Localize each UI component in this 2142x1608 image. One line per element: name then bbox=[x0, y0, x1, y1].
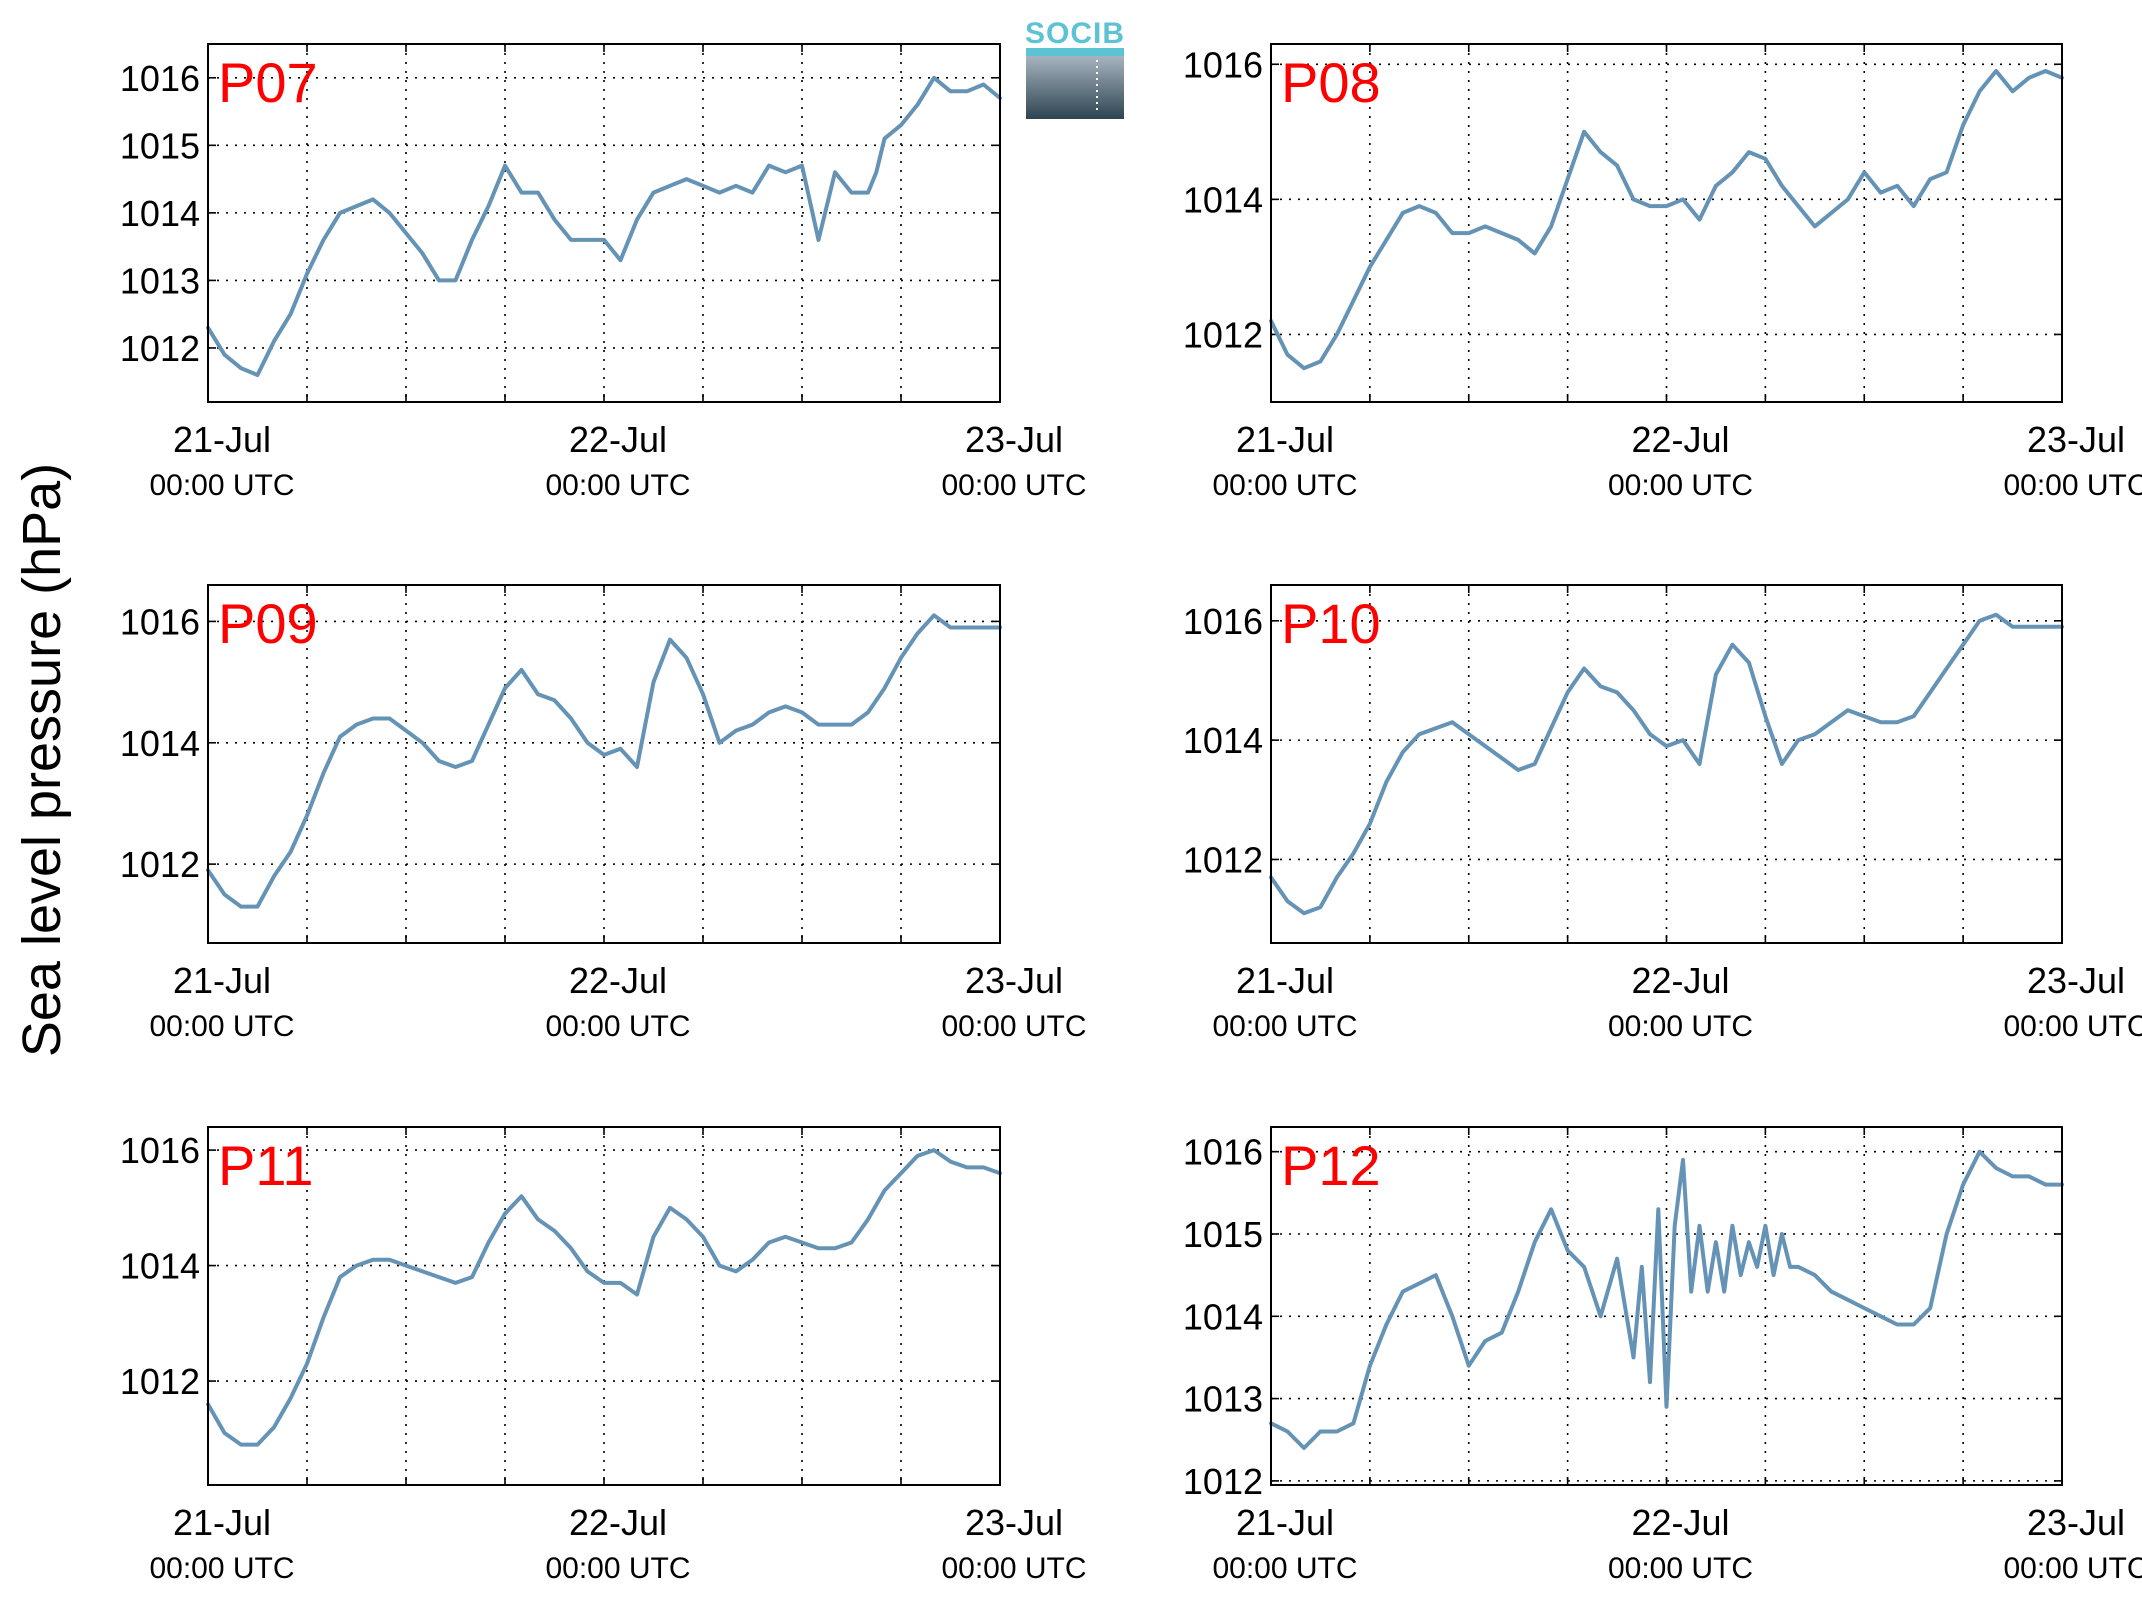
x-tick-label-date: 21-Jul bbox=[1236, 960, 1334, 1001]
x-tick-label-time: 00:00 UTC bbox=[1212, 469, 1357, 502]
y-tick-label: 1014 bbox=[1183, 720, 1263, 761]
x-tick-label-time: 00:00 UTC bbox=[2003, 469, 2142, 502]
y-tick-label: 1016 bbox=[120, 601, 200, 642]
y-tick-label: 1013 bbox=[1183, 1379, 1263, 1420]
x-tick-label-date: 22-Jul bbox=[569, 960, 667, 1001]
y-tick-label: 1012 bbox=[120, 328, 200, 369]
socib-logo-bar bbox=[1026, 48, 1124, 56]
x-tick-label-date: 23-Jul bbox=[2027, 960, 2125, 1001]
x-tick-label-time: 00:00 UTC bbox=[1608, 1552, 1753, 1585]
x-tick-label-date: 23-Jul bbox=[2027, 419, 2125, 460]
x-tick-label-time: 00:00 UTC bbox=[1212, 1010, 1357, 1043]
axes-frame bbox=[1270, 584, 2063, 944]
x-tick-label-time: 00:00 UTC bbox=[545, 1010, 690, 1043]
x-tick-label-time: 00:00 UTC bbox=[2003, 1010, 2142, 1043]
x-tick-label-date: 21-Jul bbox=[173, 1502, 271, 1543]
y-axis-label: Sea level pressure (hPa) bbox=[12, 463, 72, 1057]
x-tick-label-time: 00:00 UTC bbox=[1608, 469, 1753, 502]
x-tick-label-time: 00:00 UTC bbox=[149, 1010, 294, 1043]
x-tick-label-time: 00:00 UTC bbox=[2003, 1552, 2142, 1585]
panel-label: P12 bbox=[1281, 1134, 1381, 1197]
panel-label: P10 bbox=[1281, 592, 1381, 655]
series-line bbox=[1269, 612, 2064, 916]
axes-frame bbox=[207, 43, 1001, 403]
x-tick-label-date: 21-Jul bbox=[1236, 1502, 1334, 1543]
y-tick-label: 1015 bbox=[120, 125, 200, 166]
axes-frame bbox=[1270, 1126, 2063, 1486]
y-tick-label: 1012 bbox=[1183, 314, 1263, 355]
x-tick-label-date: 21-Jul bbox=[173, 960, 271, 1001]
x-tick-label-time: 00:00 UTC bbox=[941, 1010, 1086, 1043]
panel-label: P09 bbox=[218, 592, 318, 655]
panel-p07: 1012 1013 1014 1015 1016 21-Jul 00:00 UTC 22-Ju… bbox=[120, 43, 1087, 502]
socib-logo-text: SOCIB bbox=[1025, 17, 1125, 50]
x-tick-label-time: 00:00 UTC bbox=[1212, 1552, 1357, 1585]
plot-area bbox=[1271, 44, 2062, 402]
x-tick-label-date: 22-Jul bbox=[569, 419, 667, 460]
x-tick-label-date: 23-Jul bbox=[965, 419, 1063, 460]
y-tick-label: 1014 bbox=[120, 193, 200, 234]
x-tick-label-date: 22-Jul bbox=[1631, 419, 1729, 460]
axes-frame bbox=[207, 584, 1001, 944]
y-tick-label: 1016 bbox=[1183, 44, 1263, 85]
axes-frame bbox=[207, 1126, 1001, 1486]
panel-label: P11 bbox=[218, 1134, 313, 1197]
x-tick-label-date: 23-Jul bbox=[965, 1502, 1063, 1543]
y-tick-label: 1012 bbox=[1183, 1461, 1263, 1502]
y-tick-label: 1014 bbox=[1183, 179, 1263, 220]
series-line bbox=[206, 1148, 1002, 1447]
panel-p12: 1012 1013 1014 1015 1016 21-Jul 00:00 UTC 22-Ju… bbox=[1183, 1126, 2142, 1585]
y-tick-label: 1015 bbox=[1183, 1214, 1263, 1255]
x-tick-label-time: 00:00 UTC bbox=[149, 1552, 294, 1585]
panel-p10: 1012 1014 1016 21-Jul 00:00 UTC 22-Jul 00:00 U… bbox=[1183, 584, 2142, 1043]
x-tick-label-date: 22-Jul bbox=[1631, 960, 1729, 1001]
x-tick-label-time: 00:00 UTC bbox=[1608, 1010, 1753, 1043]
x-tick-label-date: 23-Jul bbox=[2027, 1502, 2125, 1543]
plot-area bbox=[1271, 1127, 2062, 1485]
x-tick-label-time: 00:00 UTC bbox=[149, 469, 294, 502]
x-tick-label-date: 22-Jul bbox=[1631, 1502, 1729, 1543]
y-tick-label: 1014 bbox=[1183, 1296, 1263, 1337]
x-tick-label-time: 00:00 UTC bbox=[545, 469, 690, 502]
y-tick-label: 1012 bbox=[120, 844, 200, 885]
x-tick-label-time: 00:00 UTC bbox=[545, 1552, 690, 1585]
y-tick-label: 1014 bbox=[120, 723, 200, 764]
panel-p08: 1012 1014 1016 21-Jul 00:00 UTC 22-Jul 00:00 U… bbox=[1183, 43, 2142, 502]
panel-p11: 1012 1014 1016 21-Jul 00:00 UTC 22-Jul 00:00 U… bbox=[120, 1126, 1087, 1585]
y-tick-label: 1016 bbox=[120, 1130, 200, 1171]
series-line bbox=[206, 75, 1002, 377]
socib-logo-block bbox=[1026, 56, 1124, 119]
x-tick-label-time: 00:00 UTC bbox=[941, 469, 1086, 502]
plot-area bbox=[1271, 585, 2062, 943]
y-tick-label: 1012 bbox=[120, 1361, 200, 1402]
x-tick-label-date: 21-Jul bbox=[173, 419, 271, 460]
socib-logo: SOCIB bbox=[1025, 17, 1125, 119]
x-tick-label-date: 23-Jul bbox=[965, 960, 1063, 1001]
y-tick-label: 1012 bbox=[1183, 839, 1263, 880]
panel-label: P08 bbox=[1281, 51, 1381, 114]
panel-p09: 1012 1014 1016 21-Jul 00:00 UTC 22-Jul 00:00 U… bbox=[120, 584, 1087, 1043]
y-tick-label: 1016 bbox=[1183, 1132, 1263, 1173]
series-line bbox=[1269, 1149, 2064, 1450]
panel-label: P07 bbox=[218, 51, 318, 114]
x-tick-label-time: 00:00 UTC bbox=[941, 1552, 1086, 1585]
series-line bbox=[1269, 69, 2064, 371]
axes-frame bbox=[1270, 43, 2063, 403]
y-tick-label: 1016 bbox=[1183, 601, 1263, 642]
y-tick-label: 1013 bbox=[120, 260, 200, 301]
y-tick-label: 1014 bbox=[120, 1246, 200, 1287]
y-tick-label: 1016 bbox=[120, 58, 200, 99]
x-tick-label-date: 21-Jul bbox=[1236, 419, 1334, 460]
series-line bbox=[206, 613, 1002, 909]
x-tick-label-date: 22-Jul bbox=[569, 1502, 667, 1543]
